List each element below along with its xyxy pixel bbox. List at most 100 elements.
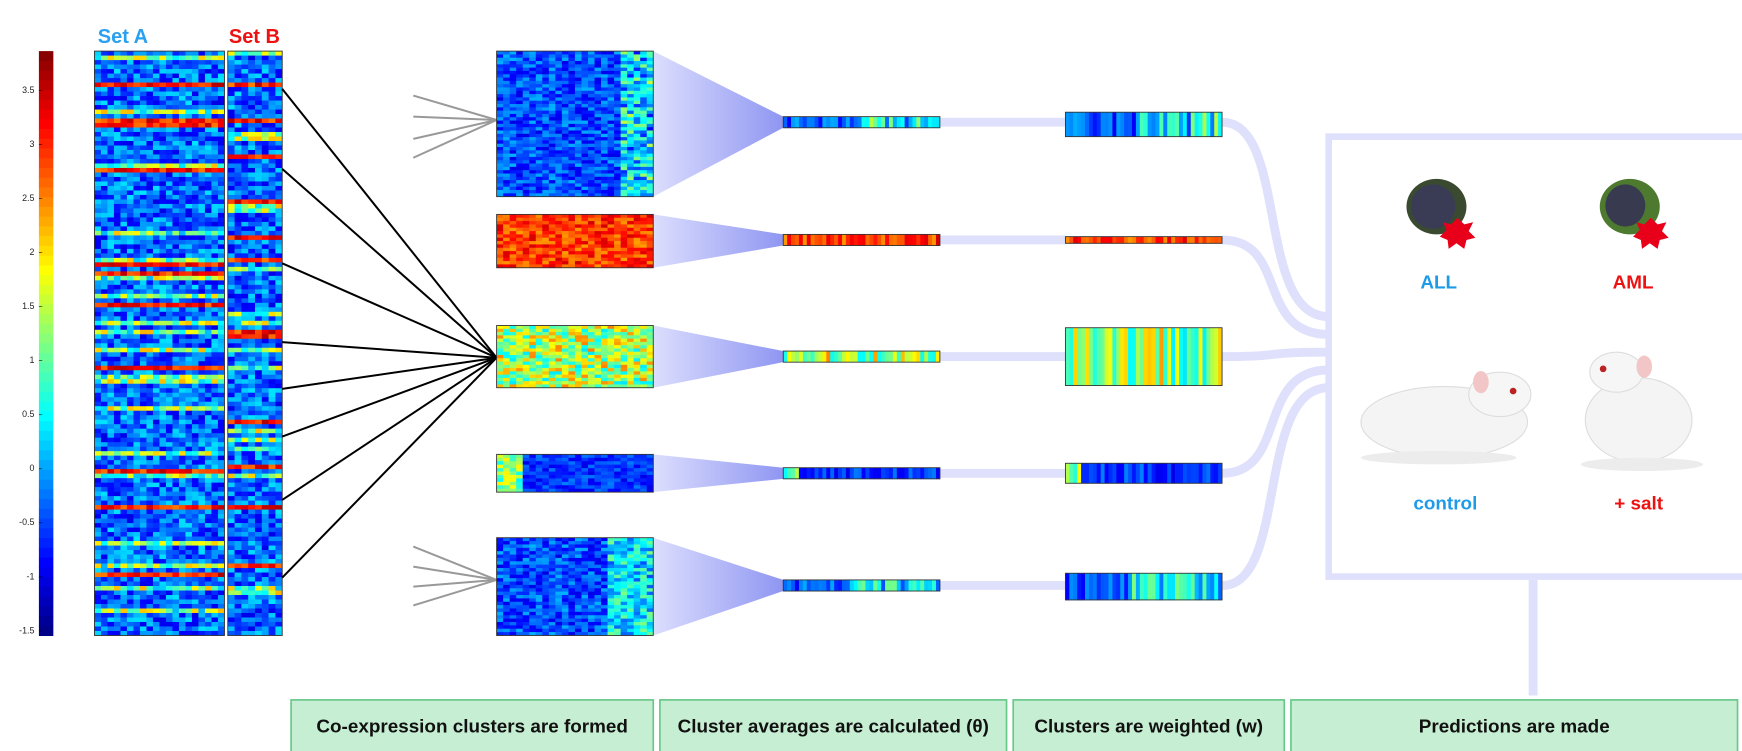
heatmap-cell	[269, 456, 276, 461]
heatmap-cell	[211, 303, 218, 308]
heatmap-cell	[192, 429, 199, 434]
heatmap-cell	[255, 519, 262, 524]
heatmap-cell	[140, 159, 147, 164]
heatmap-cell	[140, 559, 147, 564]
heatmap-cell	[588, 157, 595, 161]
heatmap-cell	[94, 163, 101, 168]
heatmap-cell	[107, 213, 114, 218]
heatmap-cell	[218, 240, 225, 245]
heatmap-cell	[218, 271, 225, 276]
heatmap-cell	[542, 124, 549, 128]
heatmap-cell	[140, 87, 147, 92]
heatmap-cell	[205, 226, 212, 231]
heatmap-cell	[255, 244, 262, 249]
heatmap-cell	[536, 97, 543, 101]
heatmap-cell	[185, 532, 192, 537]
heatmap-cell	[228, 595, 235, 600]
heatmap-cell	[614, 224, 621, 228]
heatmap-cell	[153, 528, 160, 533]
heatmap-cell	[192, 487, 199, 492]
heatmap-cell	[228, 280, 235, 285]
heatmap-cell	[581, 140, 588, 144]
heatmap-cell	[179, 325, 186, 330]
heatmap-cell	[235, 110, 242, 115]
heatmap-cell	[114, 492, 121, 497]
heatmap-cell	[101, 366, 108, 371]
heatmap-cell	[107, 141, 114, 146]
heatmap-cell	[146, 492, 153, 497]
heatmap-cell	[614, 71, 621, 75]
heatmap-cell	[640, 160, 647, 164]
heatmap-cell	[94, 501, 101, 506]
heatmap-cell	[192, 271, 199, 276]
heatmap-cell	[235, 375, 242, 380]
heatmap-cell	[255, 424, 262, 429]
heatmap-cell	[608, 180, 615, 184]
heatmap-cell	[262, 564, 269, 569]
heatmap-cell	[555, 114, 562, 118]
heatmap-cell	[262, 172, 269, 177]
heatmap-cell	[235, 361, 242, 366]
heatmap-cell	[166, 195, 173, 200]
heatmap-cell	[159, 519, 166, 524]
heatmap-cell	[235, 330, 242, 335]
heatmap-cell	[101, 137, 108, 142]
heatmap-cell	[172, 546, 179, 551]
heatmap-cell	[621, 111, 628, 115]
heatmap-cell	[120, 105, 127, 110]
heatmap-cell	[159, 577, 166, 582]
heatmap-cell	[179, 343, 186, 348]
heatmap-cell	[581, 114, 588, 118]
heatmap-cell	[255, 114, 262, 119]
heatmap-cell	[146, 343, 153, 348]
heatmap-cell	[185, 177, 192, 182]
heatmap-cell	[269, 573, 276, 578]
heatmap-cell	[211, 370, 218, 375]
heatmap-cell	[269, 591, 276, 596]
heatmap-cell	[179, 163, 186, 168]
heatmap-cell	[153, 559, 160, 564]
heatmap-cell	[510, 137, 517, 141]
heatmap-cell	[262, 528, 269, 533]
heatmap-cell	[568, 78, 575, 82]
heatmap-cell	[248, 487, 255, 492]
heatmap-cell	[555, 117, 562, 121]
heatmap-cell	[555, 127, 562, 131]
heatmap-cell	[185, 222, 192, 227]
heatmap-cell	[185, 366, 192, 371]
heatmap-cell	[146, 258, 153, 263]
heatmap-cell	[153, 74, 160, 79]
heatmap-cell	[529, 150, 536, 154]
heatmap-cell	[228, 231, 235, 236]
heatmap-cell	[133, 537, 140, 542]
heatmap-cell	[235, 105, 242, 110]
heatmap-cell	[133, 222, 140, 227]
heatmap-cell	[146, 586, 153, 591]
heatmap-cell	[172, 190, 179, 195]
heatmap-cell	[127, 186, 134, 191]
heatmap-cell	[510, 183, 517, 187]
heatmap-cell	[510, 140, 517, 144]
heatmap-cell	[228, 577, 235, 582]
heatmap-cell	[101, 474, 108, 479]
heatmap-cell	[172, 204, 179, 209]
heatmap-cell	[101, 204, 108, 209]
heatmap-cell	[159, 343, 166, 348]
heatmap-cell	[269, 393, 276, 398]
heatmap-cell	[255, 496, 262, 501]
heatmap-cell	[228, 51, 235, 56]
heatmap-cell	[248, 177, 255, 182]
heatmap-cell	[647, 130, 654, 134]
heatmap-cell	[647, 221, 654, 225]
heatmap-cell	[640, 84, 647, 88]
heatmap-cell	[198, 519, 205, 524]
heatmap-cell	[235, 65, 242, 70]
heatmap-cell	[114, 74, 121, 79]
heatmap-cell	[235, 568, 242, 573]
heatmap-cell	[516, 160, 523, 164]
heatmap-cell	[114, 339, 121, 344]
heatmap-cell	[159, 56, 166, 61]
heatmap-cell	[153, 325, 160, 330]
heatmap-cell	[153, 541, 160, 546]
heatmap-cell	[172, 123, 179, 128]
